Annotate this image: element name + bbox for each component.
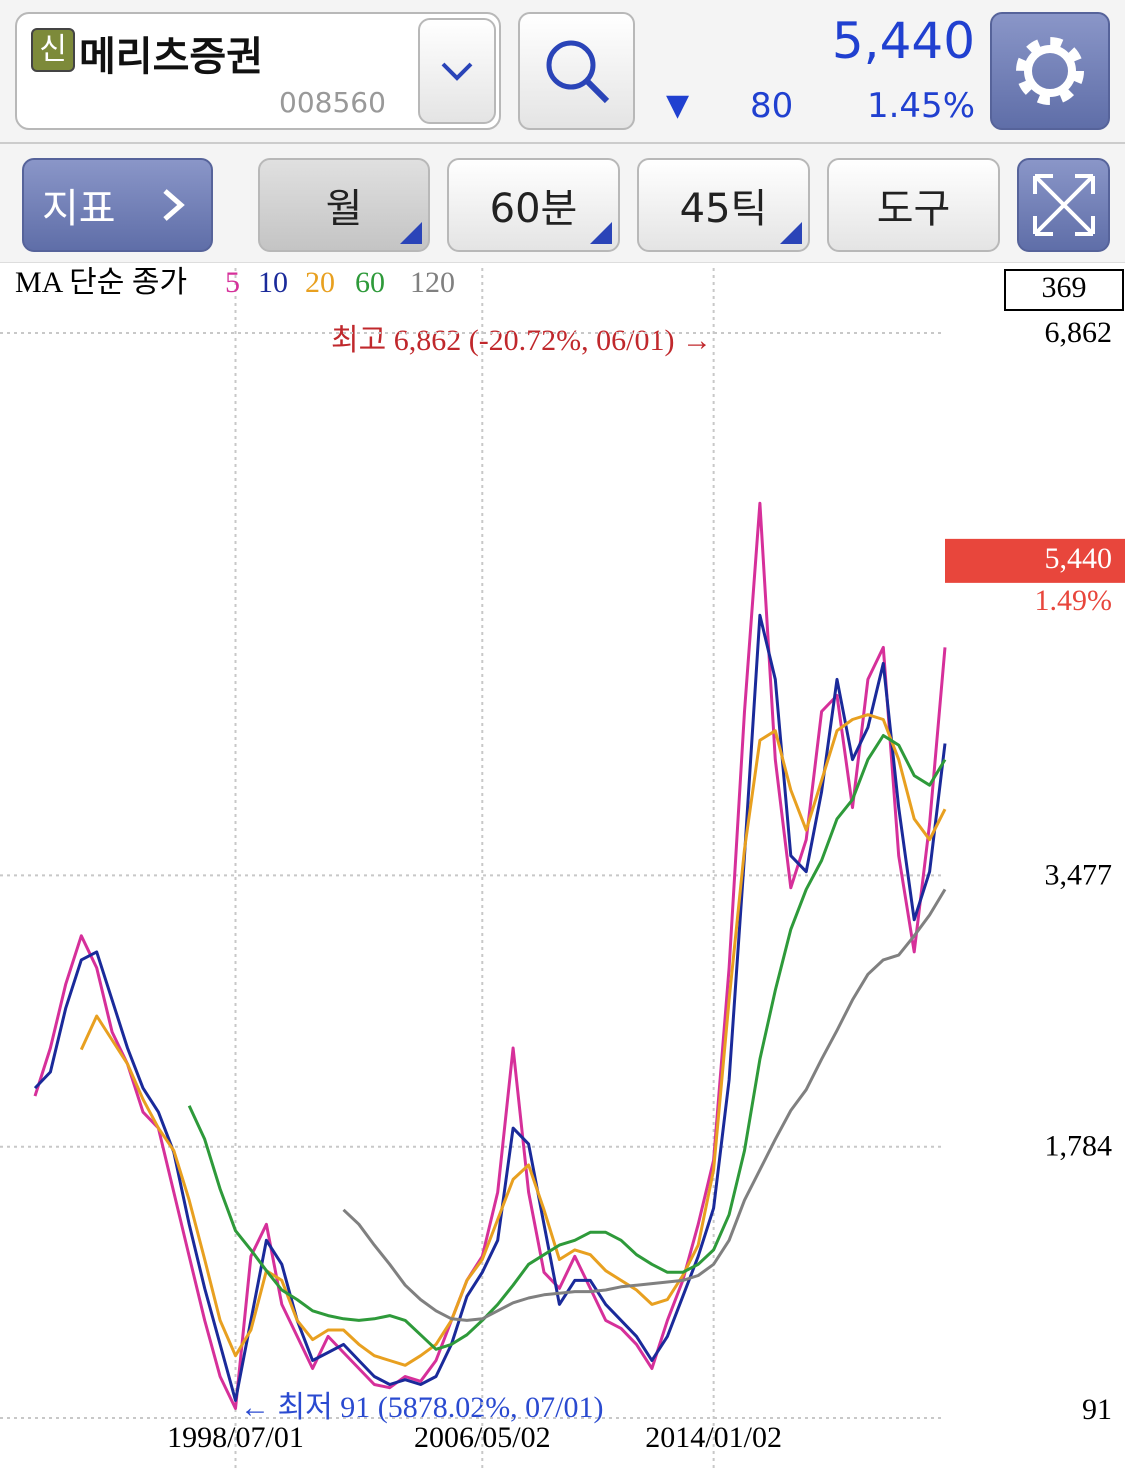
ma-line: [342, 888, 947, 1322]
y-tick-label: 91: [1082, 1393, 1112, 1426]
legend-entry: 5: [225, 266, 240, 299]
search-icon: [546, 40, 609, 104]
gear-icon: [1016, 37, 1084, 105]
current-price-box: [945, 538, 1125, 583]
badge: 신: [31, 28, 75, 72]
dropdown-button[interactable]: [418, 18, 496, 124]
change-rate: 1.45%: [866, 86, 975, 126]
tools-label: 도구: [876, 186, 951, 232]
tick-button[interactable]: 45틱: [637, 158, 810, 252]
legend-entry: 120: [410, 266, 455, 299]
indicator-label: 지표: [42, 186, 116, 232]
indicator-button[interactable]: 지표: [22, 158, 213, 252]
legend-entry: 10: [258, 266, 288, 299]
search-button[interactable]: [518, 12, 635, 130]
volume-value: 369: [1042, 271, 1087, 304]
y-tick-label: 6,862: [1045, 316, 1113, 349]
legend-title: MA 단순 종가: [15, 266, 187, 299]
ma-line: [33, 501, 947, 1410]
price: 5,440: [831, 12, 975, 70]
minute-button[interactable]: 60분: [447, 158, 620, 252]
minute-label: 60분: [489, 186, 578, 232]
tools-button[interactable]: 도구: [827, 158, 1000, 252]
fullscreen-button[interactable]: [1017, 158, 1110, 252]
settings-button[interactable]: [990, 12, 1110, 130]
ma-line: [33, 613, 947, 1402]
period-label: 월: [325, 186, 363, 232]
change: 80: [750, 86, 794, 126]
legend-entry: 60: [355, 266, 385, 299]
divider: [0, 142, 1125, 144]
volume-box: [1004, 269, 1124, 311]
period-button[interactable]: 월: [258, 158, 430, 252]
x-tick-label: 2006/05/02: [414, 1421, 551, 1454]
chevron-icon: [441, 62, 473, 81]
chevron-icon: [163, 189, 185, 221]
high-annotation: 최고 6,862 (-20.72%, 06/01) →: [331, 324, 712, 357]
current-price-label: 5,440: [1045, 542, 1113, 575]
expand-icon: [1032, 174, 1095, 236]
y-tick-label: 3,477: [1045, 858, 1113, 891]
change-arrow: ▼: [666, 88, 690, 123]
current-change-label: 1.49%: [1035, 584, 1113, 617]
x-tick-label: 1998/07/01: [167, 1421, 304, 1454]
legend-entry: 20: [305, 266, 335, 299]
stock-name: 메리츠증권: [79, 34, 263, 80]
tick-label: 45틱: [679, 186, 768, 232]
y-tick-label: 1,784: [1045, 1130, 1113, 1163]
ma-line: [187, 734, 947, 1351]
x-tick-label: 2014/01/02: [645, 1421, 782, 1454]
ma-line: [79, 713, 947, 1367]
stock-code: 008560: [279, 86, 386, 119]
